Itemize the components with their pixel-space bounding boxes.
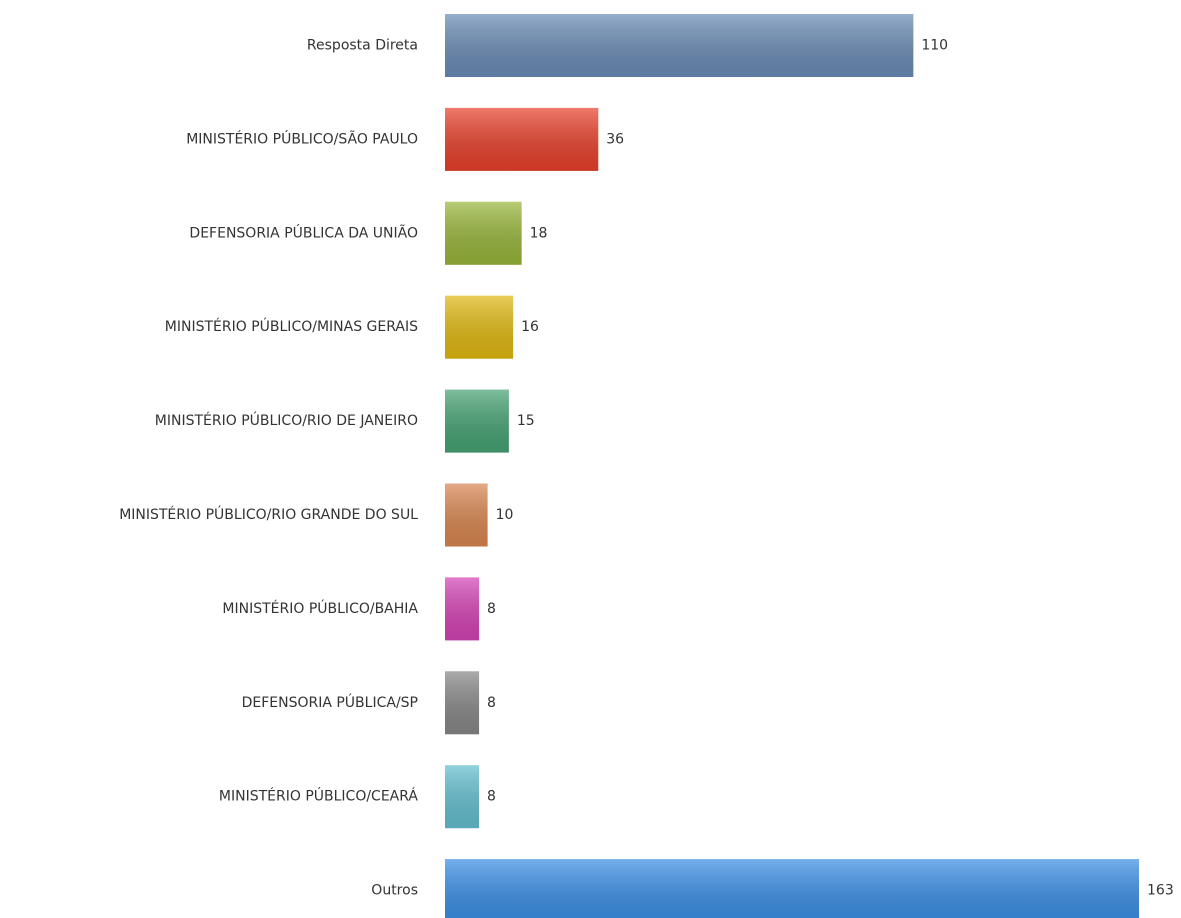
bar-shine [445, 201, 522, 265]
category-label: Resposta Direta [307, 38, 418, 54]
value-label: 110 [921, 38, 948, 54]
category-label: MINISTÉRIO PÚBLICO/MINAS GERAIS [165, 317, 418, 335]
category-label: MINISTÉRIO PÚBLICO/SÃO PAULO [186, 129, 418, 147]
bar-shine [445, 671, 480, 735]
category-label: DEFENSORIA PÚBLICA DA UNIÃO [189, 223, 418, 241]
category-label: MINISTÉRIO PÚBLICO/RIO GRANDE DO SUL [119, 505, 418, 523]
bar-shine [445, 14, 914, 77]
value-label: 18 [530, 225, 548, 241]
bar-shine [445, 483, 488, 547]
category-label: MINISTÉRIO PÚBLICO/RIO DE JANEIRO [155, 411, 418, 429]
bar-shine [445, 765, 480, 829]
value-label: 8 [487, 695, 496, 711]
bar-shine [445, 295, 514, 359]
category-label: DEFENSORIA PÚBLICA/SP [242, 693, 418, 711]
value-label: 36 [606, 131, 624, 147]
value-label: 10 [496, 507, 514, 523]
value-label: 8 [487, 789, 496, 805]
bar-shine [445, 389, 509, 453]
value-label: 8 [487, 601, 496, 617]
category-label: MINISTÉRIO PÚBLICO/CEARÁ [219, 787, 419, 805]
category-label: Outros [371, 883, 418, 899]
value-label: 16 [521, 319, 539, 335]
value-label: 15 [517, 413, 535, 429]
value-label: 163 [1147, 883, 1174, 899]
bar-shine [445, 859, 1139, 918]
bar-shine [445, 577, 480, 641]
category-label: MINISTÉRIO PÚBLICO/BAHIA [222, 599, 418, 617]
bar-shine [445, 107, 599, 171]
